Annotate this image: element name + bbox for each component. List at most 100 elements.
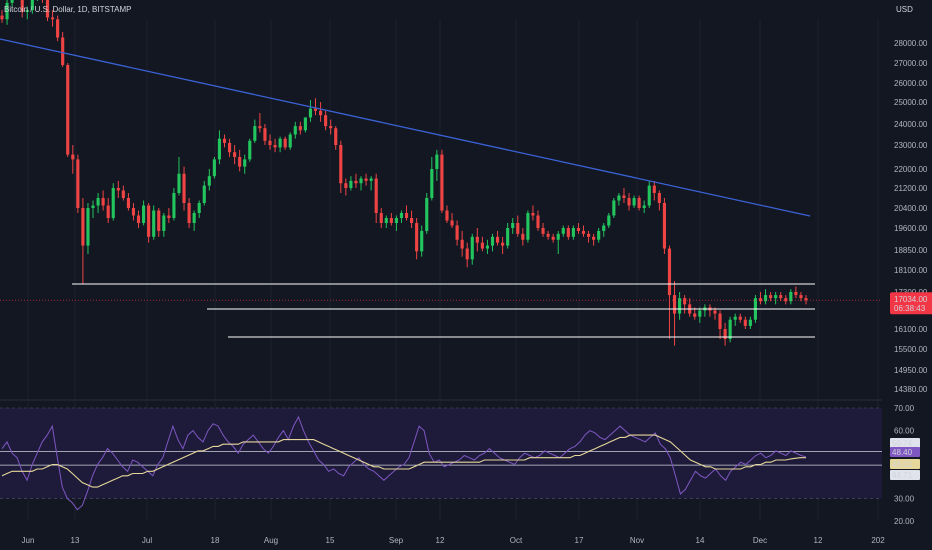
candle-body: [30, 0, 34, 11]
candle-body: [379, 213, 383, 223]
candle-body: [758, 298, 763, 302]
candle-body: [308, 108, 313, 118]
x-tick-label: 15: [326, 536, 335, 545]
candle-body: [162, 215, 166, 231]
candle-body: [101, 198, 105, 206]
candle-body: [172, 193, 176, 218]
candle-body: [470, 236, 474, 260]
rsi-value-badge: [890, 459, 920, 469]
candle-body: [152, 210, 156, 237]
candle-body: [642, 205, 646, 208]
candle-body: [769, 295, 773, 299]
candle-body: [541, 228, 545, 234]
candle-body: [187, 203, 191, 223]
candle-body: [298, 126, 302, 131]
candle-body: [344, 183, 348, 188]
candle-body: [794, 292, 798, 296]
rsi-pane: [0, 407, 882, 511]
candle-body: [288, 134, 292, 148]
candle-body: [243, 159, 247, 167]
candle-body: [440, 154, 444, 211]
candle-body: [490, 236, 495, 246]
candle-body: [581, 230, 586, 234]
trendline[interactable]: [0, 38, 811, 217]
candle-body: [329, 126, 333, 129]
x-tick-label: Jun: [22, 536, 35, 545]
candle-body: [313, 108, 318, 111]
x-tick-label: Sep: [389, 536, 404, 545]
candle-body: [404, 213, 409, 218]
candle-body: [455, 225, 459, 240]
last-price-value: 17034.00: [894, 295, 928, 304]
candle-body: [106, 205, 110, 218]
candle-body: [571, 228, 575, 237]
candle-body: [748, 319, 752, 326]
candle-body: [465, 248, 469, 260]
candle-body: [506, 228, 510, 246]
candle-body: [212, 159, 216, 177]
candle-body: [131, 208, 136, 216]
candle-body: [804, 298, 808, 301]
axes: 28000.00 27000.00 26000.00 25000.00 24000.00…: [22, 39, 932, 545]
candle-body: [460, 239, 464, 249]
candle-body: [61, 37, 65, 65]
rsi-value-text: 48.40: [892, 448, 913, 457]
candle-body: [612, 200, 616, 216]
rsi-value-text: 50.74: [892, 439, 913, 448]
price-tick-label: 22000.00: [894, 165, 928, 174]
rsi-tick-label: 30.00: [894, 494, 915, 503]
candle-body: [501, 242, 505, 246]
candle-body: [728, 319, 732, 339]
candle-body: [71, 154, 75, 160]
rsi-value-badge: [890, 438, 920, 448]
price-tick-label: 19600.00: [894, 224, 928, 233]
candle-body: [627, 198, 631, 206]
candle-body: [248, 140, 252, 160]
candle-body: [389, 218, 393, 223]
candle-body: [318, 110, 323, 116]
candle-body: [420, 230, 424, 252]
candle-body: [66, 65, 70, 155]
candle-body: [723, 329, 727, 339]
rsi-band: [0, 408, 882, 499]
rsi-tick-label: 60.00: [894, 427, 915, 436]
candle-body: [485, 245, 490, 249]
symbol-title: Bitcoin / U.S. Dollar, 1D, BITSTAMP: [4, 5, 131, 14]
candle-body: [536, 215, 540, 228]
candle-body: [238, 157, 242, 167]
candle-body: [81, 208, 85, 246]
candle-body: [637, 198, 641, 208]
x-tick-label: 14: [696, 536, 705, 545]
rsi-value-text: 48.01: [892, 460, 913, 469]
price-tick-label: 18100.00: [894, 266, 928, 275]
price-tick-label: 14380.00: [894, 385, 928, 394]
candle-body: [415, 223, 419, 252]
candle-body: [480, 242, 484, 249]
candle-body: [693, 313, 697, 317]
candle-body: [136, 215, 141, 223]
candle-body: [410, 218, 414, 223]
candle-body: [774, 295, 778, 299]
rsi-tick-label: 70.00: [894, 404, 915, 413]
candle-body: [374, 178, 378, 213]
candle-body: [511, 223, 515, 228]
candle-body: [556, 233, 560, 240]
candle-body: [253, 126, 257, 141]
candle-body: [521, 233, 525, 240]
rsi-value-badge: [890, 470, 920, 480]
candle-body: [733, 316, 737, 320]
candle-body: [566, 228, 570, 237]
last-price-badge: [890, 292, 932, 315]
price-tick-label: 28000.00: [894, 39, 928, 48]
candle-body: [592, 236, 596, 240]
x-tick-label: Nov: [630, 536, 644, 545]
candle-body: [602, 225, 606, 231]
price-tick-label: 20400.00: [894, 204, 928, 213]
candle-body: [743, 319, 747, 326]
candle-body: [45, 0, 50, 18]
candle-body: [167, 215, 171, 218]
candle-body: [430, 169, 434, 198]
candle-body: [324, 115, 328, 127]
